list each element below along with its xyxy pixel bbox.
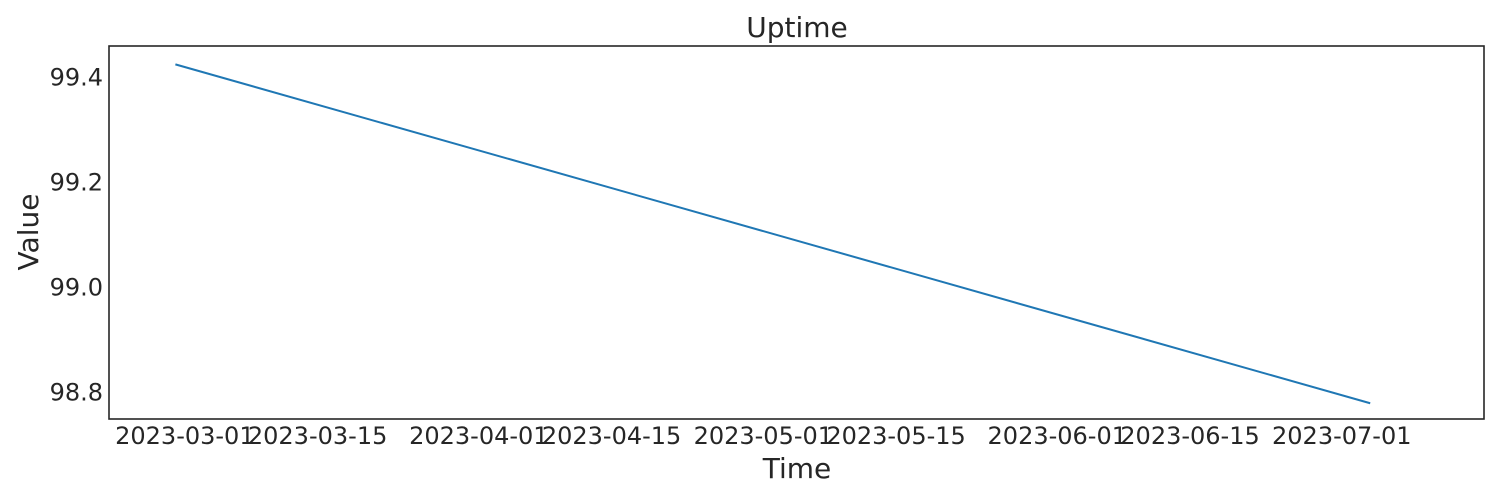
y-axis-ticks: 98.8 99.0 99.2 99.4 bbox=[50, 64, 103, 407]
y-tick-label: 99.0 bbox=[50, 274, 103, 302]
x-tick-label: 2023-06-01 bbox=[988, 422, 1127, 450]
series-line bbox=[175, 63, 1371, 405]
x-tick-label: 2023-03-15 bbox=[248, 422, 387, 450]
x-tick-label: 2023-06-15 bbox=[1120, 422, 1259, 450]
x-tick-label: 2023-05-01 bbox=[694, 422, 833, 450]
x-tick-label: 2023-04-15 bbox=[542, 422, 681, 450]
series-layer bbox=[175, 63, 1371, 405]
y-tick-label: 99.4 bbox=[50, 64, 103, 92]
x-tick-label: 2023-03-01 bbox=[115, 422, 254, 450]
y-axis-label: Value bbox=[12, 194, 45, 271]
x-tick-label: 2023-07-01 bbox=[1272, 422, 1411, 450]
plot-frame bbox=[108, 45, 1485, 420]
y-tick-label: 99.2 bbox=[50, 169, 103, 197]
y-tick-label: 98.8 bbox=[50, 379, 103, 407]
x-tick-label: 2023-04-01 bbox=[409, 422, 548, 450]
x-axis-label: Time bbox=[762, 452, 832, 485]
x-tick-label: 2023-05-15 bbox=[826, 422, 965, 450]
chart-title: Uptime bbox=[746, 11, 848, 44]
